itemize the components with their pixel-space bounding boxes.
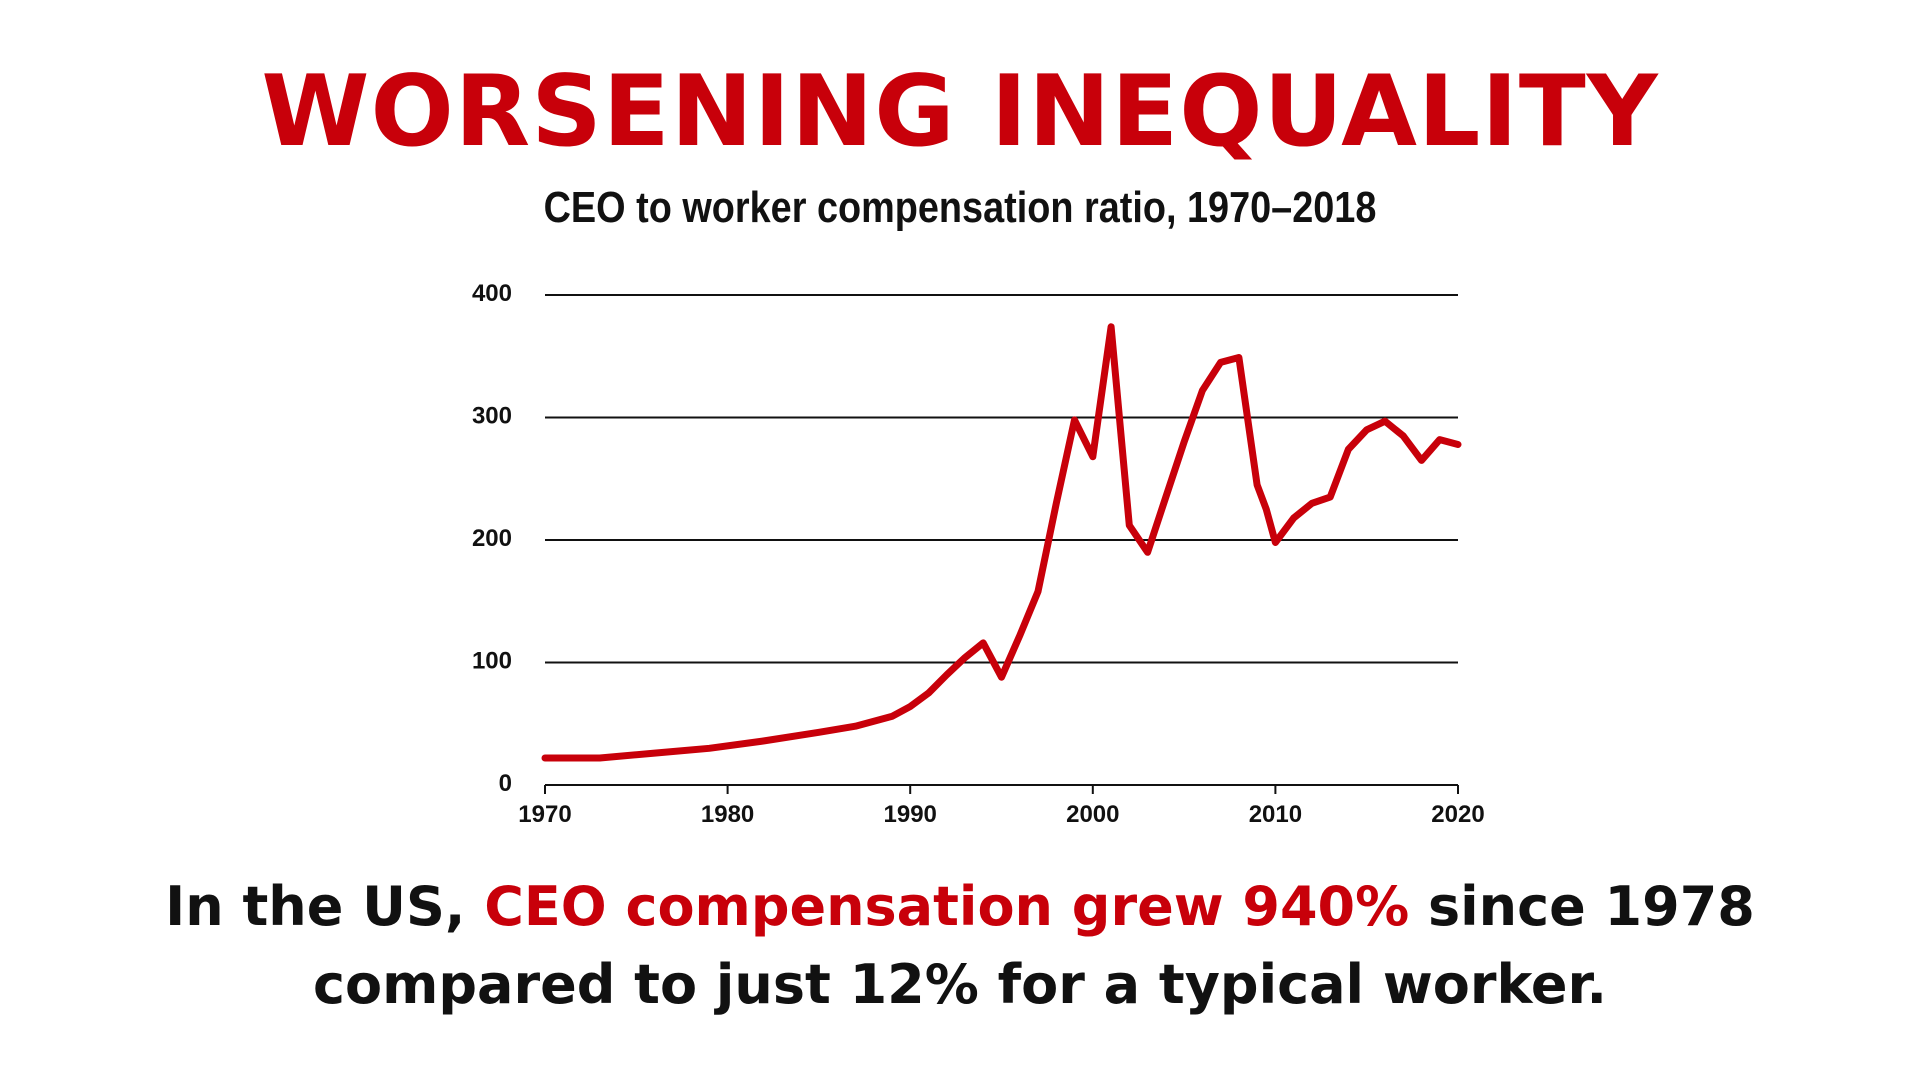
x-axis-tick-labels: 1970 1980 1990 2000 2010 2020 <box>518 801 1484 828</box>
y-tick-label: 400 <box>472 280 512 307</box>
caption-line2: compared to just 12% for a typical worke… <box>313 953 1607 1016</box>
caption-highlight: CEO compensation grew 940% <box>484 875 1410 938</box>
x-tick-label: 1970 <box>518 801 571 828</box>
y-tick-label: 100 <box>472 648 512 675</box>
x-tick-label: 2020 <box>1431 801 1484 828</box>
caption-line1-prefix: In the US, <box>165 875 485 938</box>
x-tick-label: 2010 <box>1249 801 1302 828</box>
x-axis <box>544 784 1459 794</box>
x-tick-label: 1980 <box>701 801 754 828</box>
x-tick-label: 1990 <box>884 801 937 828</box>
y-tick-label: 300 <box>472 403 512 430</box>
y-tick-label: 200 <box>472 525 512 552</box>
y-tick-label: 0 <box>499 770 512 797</box>
headline: WORSENING INEQUALITY <box>261 55 1659 169</box>
series-layer <box>541 323 1462 762</box>
chart-title: CEO to worker compensation ratio, 1970–2… <box>543 183 1377 232</box>
caption-line1-suffix: since 1978 <box>1409 875 1755 938</box>
x-tick-label: 2000 <box>1066 801 1119 828</box>
caption: In the US, CEO compensation grew 940% si… <box>0 868 1920 1024</box>
grid-lines <box>545 294 1458 664</box>
series-line <box>541 323 1462 762</box>
y-axis-tick-labels: 0 100 200 300 400 <box>472 280 512 797</box>
